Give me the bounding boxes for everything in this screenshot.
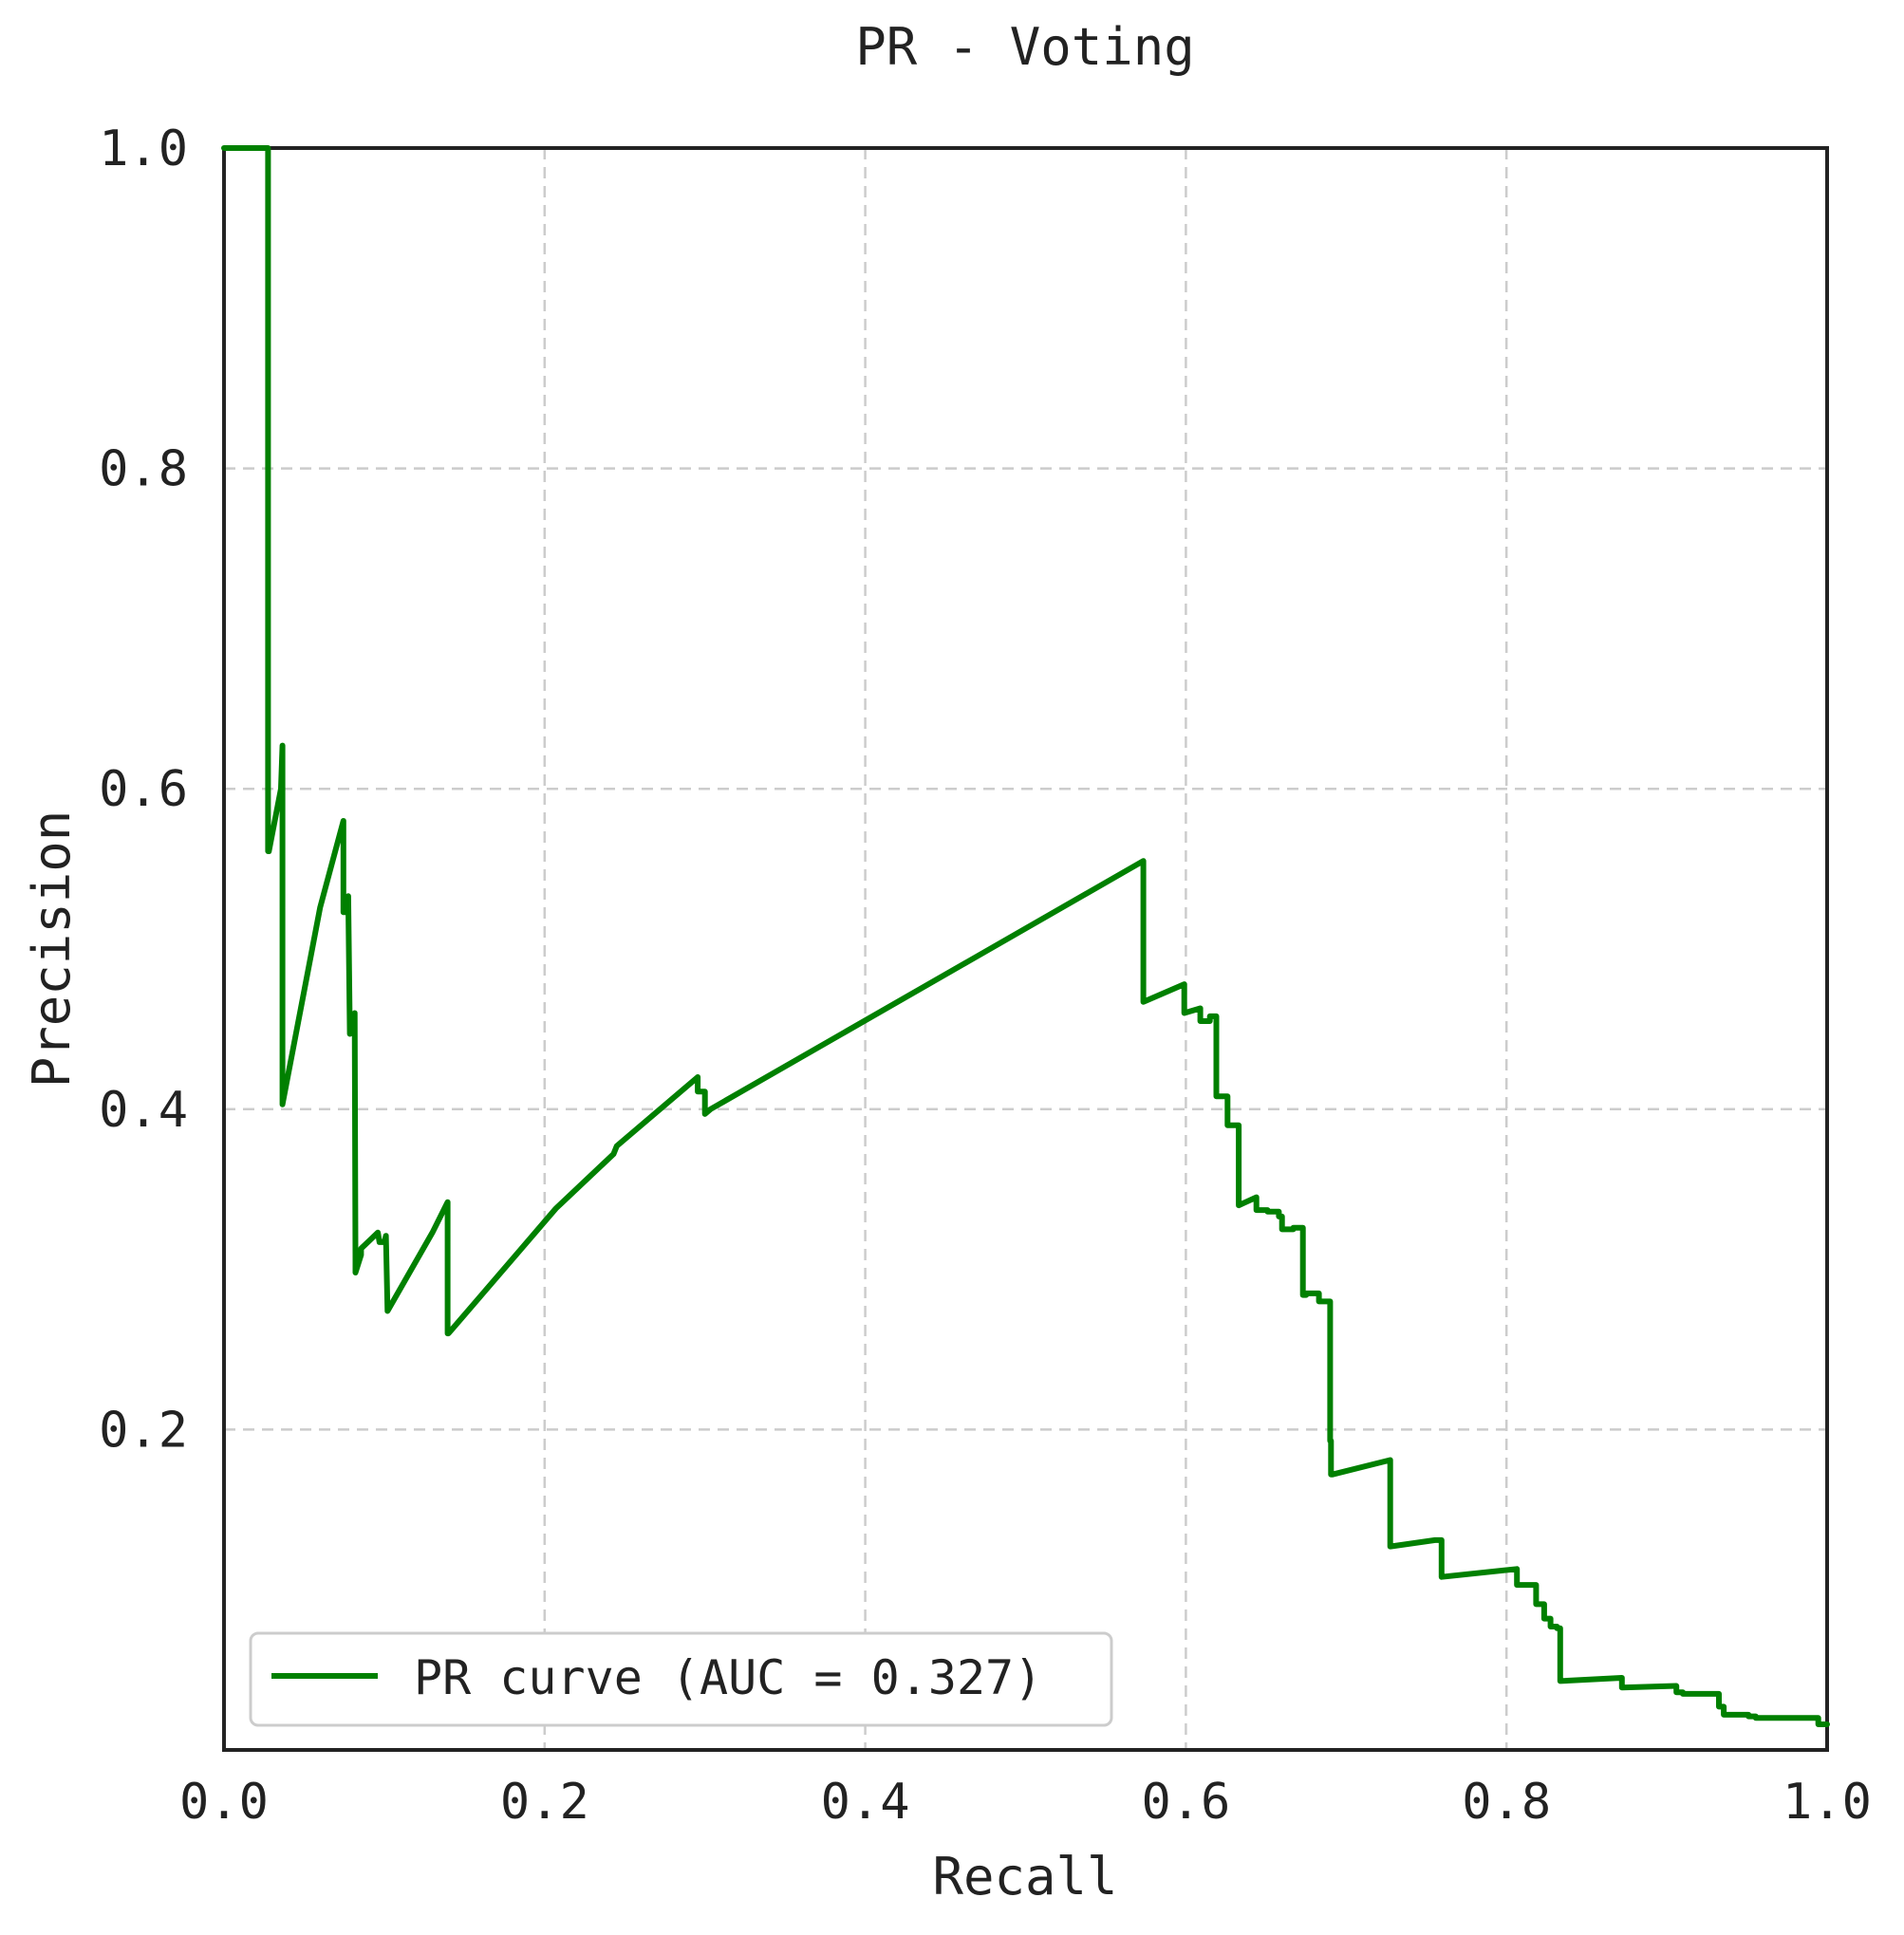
- legend-box: [249, 1631, 1113, 1727]
- y-tick-label: 0.2: [99, 1402, 188, 1459]
- x-tick-label: 0.0: [179, 1774, 269, 1831]
- x-tick-label: 1.0: [1783, 1774, 1872, 1831]
- tick-labels: 0.0 0.2 0.4 0.6 0.8 1.0 0.2 0.4 0.6 0.8 1.0: [99, 121, 1872, 1831]
- x-tick-label: 0.2: [500, 1774, 589, 1831]
- y-tick-label: 0.8: [99, 441, 188, 498]
- chart-title: PR - Voting: [855, 17, 1195, 77]
- x-tick-label: 0.6: [1141, 1774, 1230, 1831]
- pr-curve-line: [221, 145, 1830, 1727]
- y-tick-label: 0.6: [99, 761, 188, 818]
- legend: PR curve (AUC = 0.327): [249, 1631, 1113, 1727]
- grid-lines: [224, 148, 1827, 1750]
- x-tick-label: 0.4: [821, 1774, 910, 1831]
- curve-layer: [221, 145, 1830, 1727]
- y-axis-label: Precision: [22, 810, 82, 1088]
- x-tick-label: 0.8: [1462, 1774, 1551, 1831]
- y-tick-label: 1.0: [99, 121, 188, 177]
- x-axis-label: Recall: [932, 1847, 1117, 1907]
- plot-frame: [222, 146, 1829, 1752]
- y-tick-label: 0.4: [99, 1082, 188, 1139]
- legend-label: PR curve (AUC = 0.327): [414, 1650, 1042, 1705]
